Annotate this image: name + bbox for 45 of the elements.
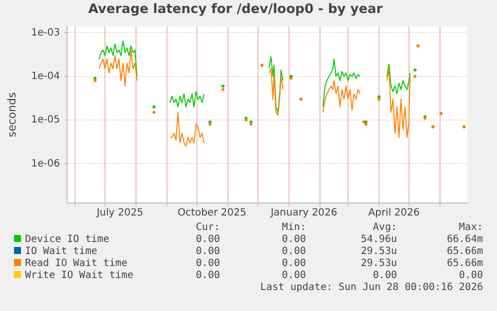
y-tick-label: 1e-04 bbox=[31, 70, 60, 82]
text: Max: bbox=[458, 222, 483, 234]
text: 0.00 bbox=[194, 234, 220, 246]
point bbox=[152, 110, 156, 114]
point bbox=[414, 68, 416, 72]
text: 0.00 bbox=[372, 270, 397, 282]
chart-title: Average latency for /dev/loop0 - by year bbox=[88, 2, 384, 18]
x-tick-label: April 2026 bbox=[368, 208, 420, 219]
text: 66.64m bbox=[446, 234, 483, 246]
text: 65.66m bbox=[446, 246, 483, 258]
point bbox=[378, 95, 380, 98]
x-tick-label: October 2025 bbox=[178, 208, 246, 219]
text: 0.00 bbox=[280, 234, 306, 246]
x-tick-label: July 2025 bbox=[96, 208, 144, 219]
text: Min: bbox=[280, 222, 306, 234]
text: Cur: bbox=[194, 222, 220, 234]
point bbox=[378, 98, 380, 101]
point bbox=[94, 79, 96, 82]
text: 54.96u bbox=[360, 234, 397, 246]
text: 29.53u bbox=[360, 246, 397, 258]
text: 0.00 bbox=[458, 270, 483, 282]
text: 65.66m bbox=[446, 258, 483, 270]
text: 0.00 bbox=[194, 270, 220, 282]
point bbox=[152, 105, 156, 108]
legend-label: Device IO time bbox=[24, 234, 110, 246]
text: Avg: bbox=[372, 222, 397, 234]
legend-label: IO Wait time bbox=[24, 246, 98, 258]
y-axis-title: seconds bbox=[5, 92, 18, 138]
text: 0.00 bbox=[280, 270, 306, 282]
text: 0.00 bbox=[194, 258, 220, 270]
legend-label: Read IO Wait time bbox=[24, 258, 128, 270]
y-tick-label: 1e-06 bbox=[31, 158, 60, 170]
x-tick-label: January 2026 bbox=[270, 208, 338, 219]
legend-label: Write IO Wait time bbox=[24, 270, 134, 282]
text: 0.00 bbox=[280, 246, 306, 258]
text: 0.00 bbox=[280, 258, 306, 270]
text: Last update: Sun Jun 28 00:00:16 2026 bbox=[260, 282, 483, 293]
y-tick-label: 1e-05 bbox=[31, 114, 60, 126]
point bbox=[414, 74, 416, 78]
point bbox=[222, 84, 224, 88]
point bbox=[222, 88, 224, 92]
y-tick-label: 1e-03 bbox=[31, 27, 60, 38]
text: 0.00 bbox=[194, 246, 220, 258]
point bbox=[94, 76, 96, 80]
text: 29.53u bbox=[360, 258, 397, 270]
